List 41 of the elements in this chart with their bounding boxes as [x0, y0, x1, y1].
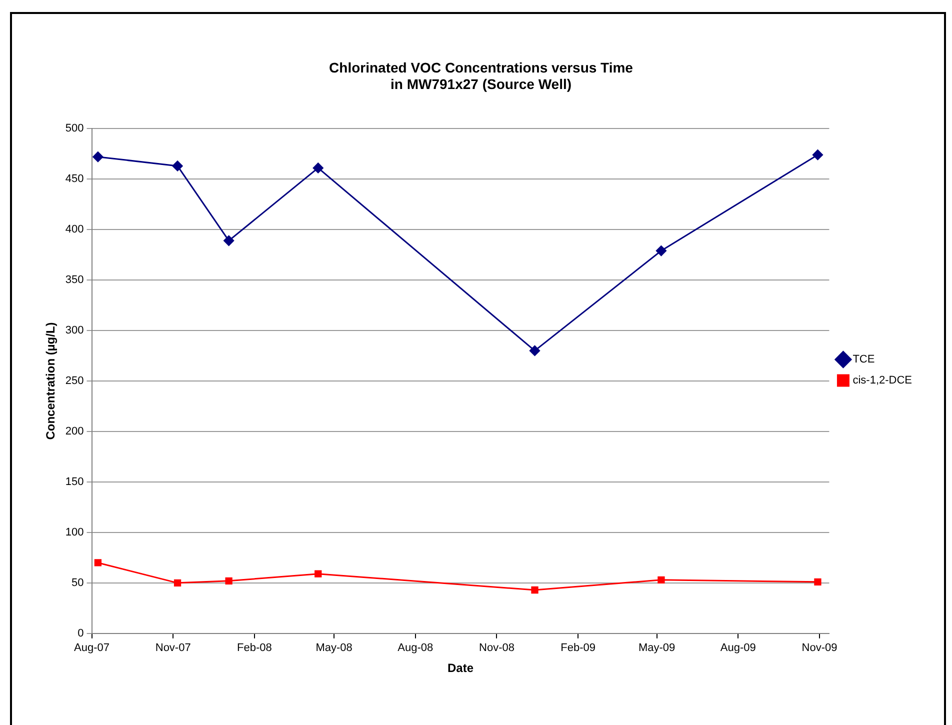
- y-axis-title: Concentration (µg/L): [44, 322, 58, 440]
- point: [225, 577, 232, 584]
- y-tick-label: 150: [65, 476, 84, 488]
- text: in MW791x27 (Source Well): [390, 76, 572, 92]
- point: [658, 576, 665, 584]
- x-tick-label: May-09: [638, 642, 676, 654]
- y-tick-label: 350: [65, 274, 84, 286]
- x-tick-label: Aug-09: [720, 642, 756, 654]
- point: [531, 586, 538, 594]
- x-tick-label: Nov-07: [155, 642, 191, 654]
- y-tick-label: 200: [65, 426, 84, 438]
- legend-label: TCE: [852, 354, 875, 366]
- x-tick-label: Aug-07: [74, 642, 110, 654]
- y-tick-label: 100: [65, 526, 84, 538]
- y-tick-label: 300: [65, 324, 84, 337]
- x-axis-title: Date: [447, 661, 474, 676]
- legend-label: cis-1,2-DCE: [852, 374, 912, 387]
- y-tick-label: 450: [65, 173, 84, 186]
- point: [312, 162, 324, 174]
- x-tick-label: May-08: [316, 642, 352, 654]
- y-tick-label: 400: [65, 224, 84, 236]
- point: [172, 160, 183, 172]
- point: [656, 246, 666, 256]
- point: [812, 150, 823, 160]
- y-tick-label: 250: [65, 375, 84, 388]
- point: [314, 570, 322, 578]
- x-tick-label: Aug-08: [398, 642, 434, 654]
- y-tick-label: 50: [72, 576, 84, 589]
- point: [530, 345, 540, 356]
- x-tick-label: Feb-08: [237, 642, 272, 654]
- x-tick-label: Feb-09: [560, 642, 596, 654]
- x-tick-label: Nov-09: [802, 642, 838, 654]
- x-tick-label: Nov-08: [479, 642, 514, 654]
- point: [92, 152, 104, 162]
- point: [224, 235, 234, 246]
- y-tick-label: 500: [65, 122, 84, 135]
- point: [174, 579, 182, 586]
- text: Chlorinated VOC Concentrations versus Time: [329, 59, 633, 76]
- point: [94, 559, 102, 566]
- point: [814, 578, 822, 586]
- y-tick-label: 0: [78, 627, 84, 640]
